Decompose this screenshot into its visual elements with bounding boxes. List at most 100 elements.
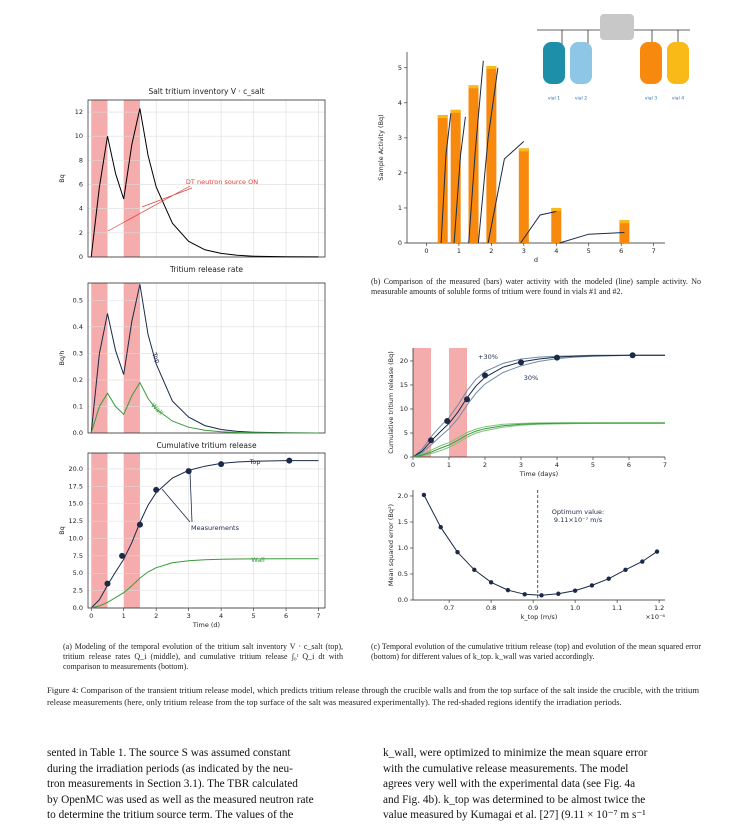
y-tick-label: 0.4 <box>73 323 83 331</box>
y-tick-label: 12 <box>75 108 83 116</box>
text-line: sented in Table 1. The source S was assu… <box>47 747 291 759</box>
x-tick-label: 6 <box>627 461 631 469</box>
chart-title: Tritium release rate <box>169 265 243 274</box>
measurement-point <box>185 468 192 475</box>
bar <box>437 115 448 243</box>
x-tick-label: 2 <box>154 612 158 620</box>
data-line <box>440 60 625 244</box>
annotation: Measurements <box>191 524 240 532</box>
bar-cap <box>486 66 497 70</box>
x-tick-label: 0.9 <box>528 604 538 612</box>
x-tick-label: 1 <box>122 612 126 620</box>
series-label: Top <box>150 350 162 364</box>
axis-frame <box>406 52 665 244</box>
y-tick-label: 5 <box>398 64 402 72</box>
y-axis-label: Bq/h <box>58 351 66 366</box>
text-line: agrees very well with the experimental d… <box>383 778 636 791</box>
x-tick-label: 5 <box>591 461 595 469</box>
y-tick-label: 0.5 <box>398 570 408 578</box>
text-line: value measured by Kumagai et al. [27] (9… <box>383 809 646 822</box>
y-tick-label: 0 <box>79 253 83 261</box>
annotation: 9.11×10⁻⁷ m/s <box>554 516 603 524</box>
vial-label: vial 1 <box>548 96 560 102</box>
text-line: and Fig. 4b). k_top was determined to be… <box>383 793 646 806</box>
axis-frame <box>87 452 326 609</box>
y-tick-label: 10 <box>400 405 408 413</box>
annotation: DT neutron source ON <box>186 178 258 186</box>
bar <box>518 148 529 243</box>
x-tick-label: 0 <box>89 612 93 620</box>
vial-illustration <box>537 14 690 84</box>
bar <box>468 85 479 243</box>
measurement-point <box>428 437 434 444</box>
vial-label: vial 4 <box>672 96 684 102</box>
irradiation-region <box>123 453 140 608</box>
x-axis-label: Time (days) <box>519 470 558 478</box>
x-axis-label: Time (d) <box>192 621 220 629</box>
y-tick-label: 17.5 <box>69 482 83 490</box>
y-tick-label: 1.5 <box>398 518 408 526</box>
data-point <box>654 549 660 554</box>
x-axis-label: d <box>534 256 538 264</box>
y-axis-label: Bq <box>58 174 66 183</box>
x-tick-label: 4 <box>555 461 559 469</box>
data-line <box>91 558 319 609</box>
figure-caption: Figure 4: Comparison of the transient tr… <box>47 685 699 707</box>
x-tick-label: 0.7 <box>444 604 454 612</box>
x-tick-label: 1.0 <box>570 604 580 612</box>
series-label: Wall <box>149 401 164 416</box>
y-axis-label: Mean squared error (Bq²) <box>387 504 395 586</box>
y-tick-label: 2 <box>79 229 83 237</box>
chart-title: Salt tritium inventory V · c_salt <box>148 87 264 96</box>
x-tick-label: 2 <box>489 247 493 255</box>
caption-a: (a) Modeling of the temporal evolution o… <box>63 642 343 671</box>
x-tick-label: 5 <box>587 247 591 255</box>
y-tick-label: 6 <box>79 181 83 189</box>
bar <box>486 66 497 244</box>
axis-frame <box>87 99 326 258</box>
measurement-point <box>286 457 293 464</box>
y-tick-label: 15 <box>400 381 408 389</box>
annotation: +30% <box>478 353 498 361</box>
data-point <box>421 492 427 498</box>
x-tick-label: 0.8 <box>486 604 496 612</box>
x-tick-label: 3 <box>187 612 191 620</box>
bar <box>551 207 562 243</box>
y-tick-label: 3 <box>398 134 402 142</box>
chart: 0 1 2 3 4 5 6 7 0 1 2 3 4 5 d Sample Activity (Bq) <box>377 52 665 264</box>
data-point <box>640 559 645 564</box>
series-label: Wall <box>251 556 265 564</box>
y-axis-label: Sample Activity (Bq) <box>377 114 385 180</box>
x-tick-label: 2 <box>483 461 487 469</box>
data-line <box>90 108 319 258</box>
measurement-point <box>554 354 560 361</box>
text-line: during the irradiation periods (as indic… <box>47 762 293 775</box>
y-axis-label: Cumulative tritium release (Bq) <box>387 351 395 454</box>
x-tick-label: 3 <box>519 461 523 469</box>
y-axis-label: Bq <box>58 526 66 535</box>
data-line <box>90 381 319 434</box>
x-tick-label: 0 <box>411 461 415 469</box>
irradiation-region <box>123 283 140 433</box>
annotation: 30% <box>524 374 538 382</box>
y-tick-label: 10 <box>75 132 83 140</box>
axis-frame <box>87 282 326 434</box>
data-point <box>539 593 544 598</box>
measurement-point <box>218 461 225 468</box>
body-column: sented in Table 1. The source S was assu… <box>47 746 365 824</box>
y-tick-label: 0.3 <box>73 349 83 357</box>
caption-c: (c) Temporal evolution of the cumulative… <box>371 642 701 661</box>
x-tick-label: 1 <box>457 247 461 255</box>
measurement-point <box>119 552 126 559</box>
x-tick-label: 3 <box>522 247 526 255</box>
y-tick-label: 0.0 <box>73 429 83 437</box>
chart: 0 2 4 6 8 10 12 Salt tritium inventory V · c_sa… <box>58 87 326 261</box>
measurement-point <box>444 417 451 424</box>
y-tick-label: 8 <box>79 156 83 164</box>
x-tick-label: 6 <box>619 247 623 255</box>
y-tick-label: 0.0 <box>73 604 83 612</box>
x-axis-multiplier: ×10⁻⁶ <box>645 613 665 621</box>
x-tick-label: 7 <box>652 247 656 255</box>
bar-cap <box>437 115 448 119</box>
